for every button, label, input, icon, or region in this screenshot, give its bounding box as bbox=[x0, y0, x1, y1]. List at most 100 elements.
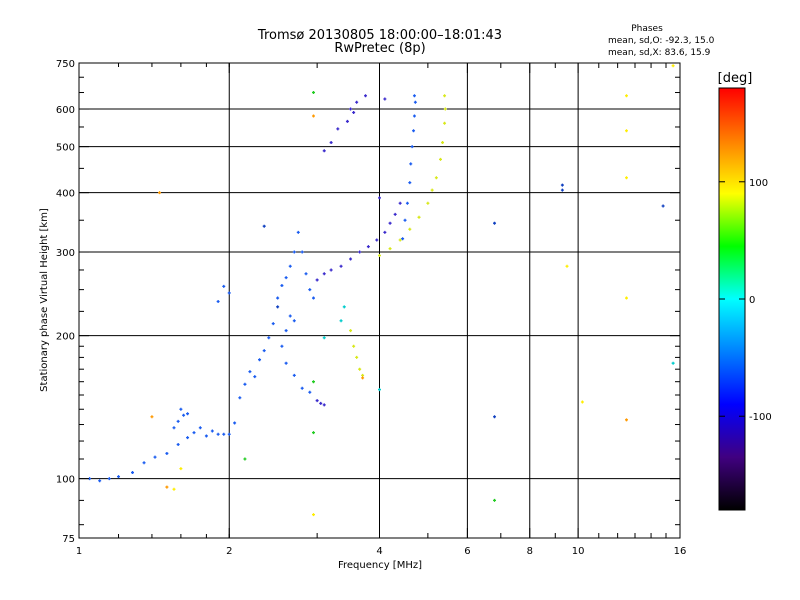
colorbar-ticks: 100 0 -100 bbox=[718, 87, 772, 511]
data-point bbox=[352, 110, 356, 114]
data-point bbox=[284, 361, 288, 365]
data-point bbox=[311, 296, 315, 300]
y-tick-labels: 75 100 200 300 400 500 600 750 bbox=[56, 59, 75, 545]
data-point bbox=[671, 64, 675, 68]
colorbar-tick-label: -100 bbox=[749, 412, 772, 423]
colorbar-label: [deg] bbox=[718, 71, 753, 86]
data-point bbox=[493, 498, 497, 502]
data-point bbox=[322, 272, 326, 276]
data-point bbox=[426, 201, 430, 205]
data-point bbox=[253, 375, 257, 379]
data-point bbox=[280, 344, 284, 348]
data-point bbox=[493, 415, 497, 419]
chart-title: Tromsø 20130805 18:00:00–18:01:43 bbox=[257, 28, 502, 43]
data-point bbox=[493, 221, 497, 225]
data-point bbox=[355, 100, 359, 104]
data-point bbox=[364, 94, 368, 98]
data-point bbox=[153, 455, 157, 459]
data-point bbox=[227, 291, 231, 295]
data-point bbox=[624, 176, 628, 180]
data-point bbox=[284, 276, 288, 280]
data-point bbox=[204, 434, 208, 438]
x-tick-label: 4 bbox=[376, 546, 382, 557]
data-point bbox=[339, 319, 343, 323]
x-axis-label: Frequency [MHz] bbox=[338, 560, 422, 571]
data-point bbox=[383, 230, 387, 234]
data-point bbox=[443, 107, 447, 111]
data-point bbox=[322, 149, 326, 153]
data-point bbox=[315, 278, 319, 282]
data-point bbox=[243, 457, 247, 461]
data-point bbox=[304, 272, 308, 276]
data-point bbox=[308, 390, 312, 394]
data-point bbox=[311, 114, 315, 118]
data-point bbox=[443, 121, 447, 125]
data-point bbox=[267, 336, 271, 340]
data-point bbox=[671, 361, 675, 365]
y-tick-label: 100 bbox=[56, 475, 75, 486]
data-point bbox=[288, 314, 292, 318]
data-point bbox=[142, 461, 146, 465]
y-tick-label: 750 bbox=[56, 59, 75, 70]
data-point bbox=[210, 429, 214, 433]
y-axis-label: Stationary phase Virtual Height [km] bbox=[39, 208, 50, 392]
data-point bbox=[311, 91, 315, 95]
data-point bbox=[311, 431, 315, 435]
data-point bbox=[216, 432, 220, 436]
data-point bbox=[349, 107, 353, 111]
data-point bbox=[300, 250, 304, 254]
data-point bbox=[248, 370, 252, 374]
data-point bbox=[216, 300, 220, 304]
data-point bbox=[276, 305, 280, 309]
tick-marks bbox=[78, 62, 681, 539]
data-point bbox=[322, 336, 326, 340]
data-point bbox=[319, 401, 323, 405]
data-point bbox=[172, 487, 176, 491]
data-point bbox=[434, 176, 438, 180]
data-point bbox=[179, 467, 183, 471]
data-point bbox=[398, 201, 402, 205]
data-point bbox=[329, 268, 333, 272]
data-point bbox=[192, 431, 196, 435]
data-point bbox=[417, 215, 421, 219]
x-tick-label: 2 bbox=[226, 546, 232, 557]
data-point bbox=[292, 250, 296, 254]
data-point bbox=[276, 296, 280, 300]
stats-line-o: mean, sd,O: -92.3, 15.0 bbox=[608, 36, 715, 46]
data-point bbox=[580, 400, 584, 404]
data-point bbox=[329, 141, 333, 145]
data-point bbox=[408, 227, 412, 231]
data-point bbox=[150, 415, 154, 419]
data-point bbox=[413, 100, 417, 104]
data-point bbox=[393, 212, 397, 216]
data-point bbox=[222, 432, 226, 436]
data-point bbox=[308, 288, 312, 292]
data-point bbox=[398, 238, 402, 242]
data-point bbox=[322, 403, 326, 407]
data-point bbox=[284, 329, 288, 333]
x-tick-label: 16 bbox=[674, 546, 687, 557]
colorbar-tick-label: 0 bbox=[749, 295, 755, 306]
data-point bbox=[408, 181, 412, 185]
data-point bbox=[412, 114, 416, 118]
colorbar-tick-label: 100 bbox=[749, 178, 768, 189]
data-point bbox=[403, 218, 407, 222]
data-point bbox=[430, 188, 434, 192]
data-point bbox=[352, 344, 356, 348]
data-point bbox=[388, 221, 392, 225]
data-point bbox=[361, 373, 365, 377]
data-point bbox=[366, 245, 370, 249]
data-point bbox=[358, 250, 362, 254]
data-point bbox=[345, 119, 349, 123]
data-point bbox=[315, 399, 319, 403]
data-point bbox=[349, 257, 353, 261]
data-point bbox=[342, 305, 346, 309]
data-point bbox=[182, 413, 186, 417]
data-point bbox=[311, 513, 315, 517]
data-point bbox=[288, 264, 292, 268]
data-point bbox=[624, 418, 628, 422]
data-point bbox=[179, 407, 183, 411]
data-point bbox=[339, 264, 343, 268]
data-point bbox=[165, 485, 169, 489]
data-point bbox=[565, 264, 569, 268]
